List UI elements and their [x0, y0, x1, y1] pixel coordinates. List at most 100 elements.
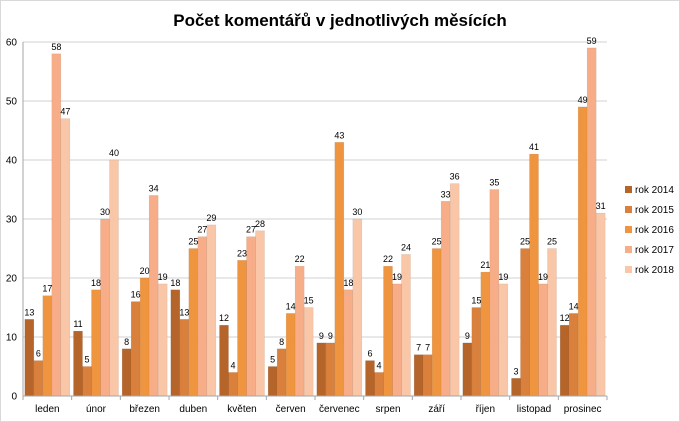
- x-tick-label-8: září: [428, 404, 445, 415]
- bar-červenec-rok-2018: [352, 218, 363, 397]
- bar-duben-rok-2015: [179, 319, 190, 397]
- bar-leden-rok-2015: [33, 360, 44, 397]
- data-label-listopad-rok-2017: 19: [538, 272, 548, 282]
- bar-srpen-rok-2014: [365, 360, 375, 397]
- legend-swatch-0: [625, 186, 632, 193]
- legend-label-3: rok 2017: [635, 245, 674, 256]
- data-label-listopad-rok-2015: 25: [520, 237, 530, 247]
- bar-červen-rok-2016: [285, 313, 296, 397]
- bar-únor-rok-2015: [82, 366, 92, 397]
- data-label-září-rok-2017: 33: [441, 189, 451, 199]
- data-label-srpen-rok-2018: 24: [401, 242, 411, 252]
- bar-duben-rok-2018: [206, 224, 217, 397]
- y-tick-label-50: 50: [6, 97, 18, 108]
- bar-únor-rok-2016: [91, 289, 101, 397]
- bar-srpen-rok-2017: [392, 283, 402, 397]
- bar-září-rok-2014: [413, 354, 424, 397]
- value-labels: 1361758471151830408162034191813252729124…: [24, 36, 605, 376]
- bar-leden-rok-2017: [51, 53, 62, 397]
- bar-červen-rok-2014: [267, 366, 278, 397]
- bar-říjen-rok-2017: [489, 189, 500, 397]
- data-label-leden-rok-2016: 17: [42, 284, 52, 294]
- data-label-únor-rok-2014: 11: [73, 319, 82, 329]
- data-label-červenec-rok-2016: 43: [334, 130, 344, 140]
- data-label-leden-rok-2014: 13: [24, 307, 34, 317]
- data-label-duben-rok-2014: 18: [170, 278, 180, 288]
- data-label-srpen-rok-2017: 19: [392, 272, 402, 282]
- bar-srpen-rok-2016: [383, 265, 393, 397]
- bar-červen-rok-2018: [303, 307, 314, 397]
- x-tick-label-4: květen: [227, 404, 256, 415]
- data-label-duben-rok-2015: 13: [179, 307, 189, 317]
- data-label-květen-rok-2017: 27: [246, 225, 256, 235]
- data-label-únor-rok-2018: 40: [109, 148, 119, 158]
- data-label-prosinec-rok-2018: 31: [596, 201, 606, 211]
- bar-leden-rok-2016: [42, 295, 53, 397]
- x-tick-label-6: červenec: [319, 404, 360, 415]
- x-tick-label-3: duben: [179, 404, 207, 415]
- data-label-květen-rok-2014: 12: [219, 313, 229, 323]
- x-axis: leden únor březen duben květen červen červenec…: [22, 395, 608, 415]
- data-label-březen-rok-2016: 20: [140, 266, 150, 276]
- data-label-srpen-rok-2015: 4: [376, 360, 381, 370]
- x-tick-label-0: leden: [35, 404, 59, 415]
- data-label-srpen-rok-2016: 22: [383, 254, 393, 264]
- data-label-září-rok-2016: 25: [432, 237, 442, 247]
- data-label-červen-rok-2016: 14: [286, 301, 296, 311]
- y-tick-label-20: 20: [6, 274, 18, 285]
- legend-label-2: rok 2016: [635, 225, 674, 236]
- data-label-listopad-rok-2014: 3: [513, 366, 518, 376]
- data-label-květen-rok-2018: 28: [255, 219, 265, 229]
- bar-srpen-rok-2015: [374, 372, 384, 397]
- bar-březen-rok-2014: [121, 348, 132, 397]
- data-label-červen-rok-2015: 8: [279, 337, 284, 347]
- bar-listopad-rok-2014: [511, 378, 521, 397]
- data-label-leden-rok-2018: 47: [60, 107, 70, 117]
- bar-srpen-rok-2018: [401, 254, 411, 397]
- data-label-červen-rok-2014: 5: [270, 355, 275, 365]
- bar-listopad-rok-2018: [547, 248, 557, 397]
- legend-swatch-2: [625, 226, 632, 233]
- bar-květen-rok-2018: [255, 230, 265, 397]
- data-label-prosinec-rok-2016: 49: [578, 95, 588, 105]
- y-tick-label-10: 10: [6, 333, 18, 344]
- bar-září-rok-2017: [440, 201, 451, 397]
- bar-květen-rok-2016: [237, 260, 247, 397]
- data-label-červenec-rok-2014: 9: [319, 331, 324, 341]
- data-label-březen-rok-2014: 8: [124, 337, 129, 347]
- data-label-červenec-rok-2015: 9: [328, 331, 333, 341]
- bar-květen-rok-2017: [246, 236, 256, 397]
- bar-únor-rok-2014: [73, 330, 83, 397]
- x-tick-label-7: srpen: [375, 404, 400, 415]
- bar-červenec-rok-2017: [343, 289, 354, 397]
- x-tick-label-10: listopad: [517, 404, 551, 415]
- data-label-březen-rok-2017: 34: [149, 183, 159, 193]
- data-label-březen-rok-2015: 16: [131, 290, 141, 300]
- bar-červenec-rok-2014: [316, 342, 327, 397]
- bar-říjen-rok-2018: [498, 283, 509, 397]
- bar-prosinec-rok-2014: [559, 324, 570, 397]
- bar-únor-rok-2018: [109, 159, 119, 397]
- x-tick-label-9: říjen: [476, 404, 495, 415]
- legend-label-0: rok 2014: [635, 185, 674, 196]
- bar-březen-rok-2015: [130, 301, 141, 397]
- data-label-březen-rok-2018: 19: [158, 272, 168, 282]
- x-tick-label-1: únor: [86, 404, 107, 415]
- data-label-říjen-rok-2015: 15: [471, 296, 481, 306]
- x-tick-label-11: prosinec: [564, 404, 602, 415]
- bar-červenec-rok-2016: [334, 142, 345, 397]
- x-tick-label-2: březen: [129, 404, 160, 415]
- bar-prosinec-rok-2015: [568, 313, 579, 397]
- legend-label-1: rok 2015: [635, 205, 674, 216]
- data-label-červenec-rok-2017: 18: [343, 278, 353, 288]
- bar-červen-rok-2017: [294, 265, 305, 397]
- y-axis: 0 10 20 30 40 50 60: [6, 38, 24, 403]
- y-tick-label-40: 40: [6, 156, 18, 167]
- bar-duben-rok-2016: [188, 248, 199, 397]
- data-label-listopad-rok-2018: 25: [547, 237, 557, 247]
- y-tick-label-0: 0: [11, 392, 17, 403]
- bars: [24, 47, 606, 397]
- legend-swatch-3: [625, 246, 632, 253]
- bar-září-rok-2016: [431, 248, 442, 397]
